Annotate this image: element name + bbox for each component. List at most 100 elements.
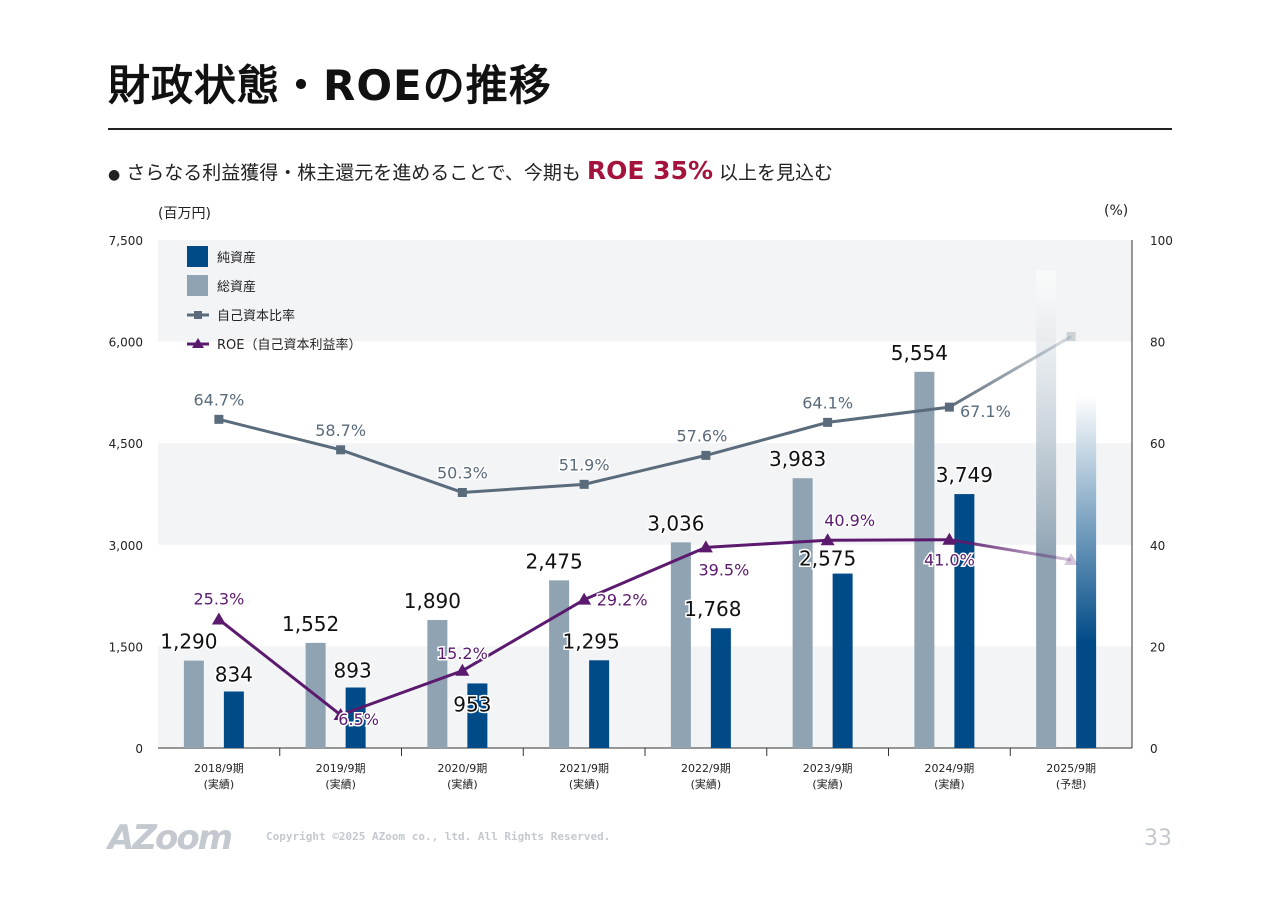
bar-total-assets	[914, 371, 935, 748]
total-assets-label: 1,890	[404, 589, 461, 613]
title-divider	[108, 128, 1172, 130]
bar-net-assets	[589, 660, 610, 748]
roe-point	[942, 532, 957, 545]
x-tick-label: 2023/9期	[803, 762, 853, 775]
right-axis-unit: (%)	[1104, 203, 1129, 219]
legend-label: 自己資本比率	[217, 308, 295, 324]
equity-ratio-point	[214, 414, 224, 424]
legend-marker	[192, 338, 204, 348]
subtitle-before: さらなる利益獲得・株主還元を進めることで、今期も	[126, 162, 581, 184]
bar-net-assets	[345, 687, 366, 748]
equity-ratio-label: 57.6%	[676, 426, 727, 445]
roe-point	[1064, 553, 1079, 566]
x-tick-sublabel: (実績)	[934, 777, 965, 791]
x-tick-label: 2024/9期	[925, 762, 975, 775]
roe-point	[455, 663, 470, 676]
x-tick-label: 2018/9期	[194, 762, 244, 775]
bar-total-assets	[549, 580, 570, 748]
roe-label: 15.2%	[437, 644, 488, 663]
legend-label: 純資産	[217, 250, 256, 266]
x-tick-sublabel: (予想)	[1056, 777, 1087, 791]
right-tick-label: 60	[1150, 437, 1165, 451]
bar-net-assets	[223, 691, 244, 748]
legend-swatch	[187, 246, 208, 267]
equity-ratio-point	[336, 445, 346, 455]
roe-label: 40.9%	[824, 511, 875, 530]
right-tick-label: 40	[1150, 539, 1165, 553]
grid-band	[158, 646, 1132, 748]
equity-ratio-label: 51.9%	[559, 455, 610, 474]
grid-band	[158, 443, 1132, 545]
equity-ratio-point	[579, 479, 589, 489]
roe-label: 6.5%	[338, 710, 379, 729]
x-tick-label: 2025/9期	[1046, 762, 1096, 775]
azoom-logo: AZoom	[108, 818, 233, 858]
roe-label: 41.0%	[924, 551, 975, 570]
right-tick-label: 100	[1150, 234, 1173, 248]
net-assets-label: 893	[334, 659, 372, 683]
bar-net-assets	[467, 683, 488, 748]
subtitle-after: 以上を見込む	[719, 162, 834, 184]
right-tick-label: 80	[1150, 336, 1165, 350]
x-tick-sublabel: (実績)	[569, 777, 600, 791]
bar-net-assets	[1076, 395, 1097, 748]
equity-ratio-label: 64.7%	[193, 390, 244, 409]
left-tick-label: 4,500	[109, 437, 143, 451]
bar-total-assets	[427, 619, 448, 748]
left-tick-label: 1,500	[109, 640, 143, 654]
roe-point	[698, 540, 713, 553]
x-tick-sublabel: (実績)	[447, 777, 478, 791]
roe-label: 25.3%	[193, 589, 244, 608]
equity-ratio-point	[457, 487, 467, 497]
x-tick-sublabel: (実績)	[325, 777, 356, 791]
total-assets-label: 5,554	[891, 341, 948, 365]
x-tick-label: 2020/9期	[438, 762, 488, 775]
x-tick-sublabel: (実績)	[691, 777, 722, 791]
x-tick-label: 2019/9期	[316, 762, 366, 775]
net-assets-label: 1,295	[562, 629, 619, 653]
net-assets-label: 834	[215, 663, 253, 687]
x-tick-label: 2021/9期	[559, 762, 609, 775]
left-tick-label: 3,000	[109, 539, 143, 553]
equity-ratio-label: 58.7%	[315, 421, 366, 440]
net-assets-label: 953	[453, 692, 491, 716]
right-tick-label: 20	[1150, 640, 1165, 654]
bar-total-assets	[1036, 270, 1057, 748]
equity-ratio-label: 64.1%	[802, 393, 853, 412]
grid-band	[158, 240, 1132, 342]
total-assets-label: 2,475	[525, 549, 582, 573]
subtitle-highlight: ROE 35%	[586, 156, 714, 185]
equity-ratio-forecast-line	[948, 335, 1072, 409]
equity-ratio-label: 50.3%	[437, 463, 488, 482]
roe-point	[820, 533, 835, 546]
legend-marker	[194, 311, 202, 319]
roe-point	[333, 707, 348, 720]
total-assets-label: 1,290	[160, 630, 217, 654]
bar-net-assets	[832, 573, 853, 748]
equity-ratio-point	[701, 450, 711, 460]
roe-point	[211, 612, 226, 625]
equity-ratio-point	[944, 402, 954, 412]
page-number: 33	[1144, 826, 1172, 851]
bar-total-assets	[792, 478, 813, 748]
x-tick-sublabel: (実績)	[204, 777, 235, 791]
roe-point	[577, 592, 592, 605]
legend-swatch	[187, 275, 208, 296]
left-tick-label: 6,000	[109, 336, 143, 350]
bullet: ●	[108, 167, 121, 183]
roe-label: 39.5%	[698, 560, 749, 579]
x-tick-label: 2022/9期	[681, 762, 731, 775]
bar-net-assets	[954, 494, 975, 748]
legend-label: 総資産	[217, 279, 256, 295]
page-title: 財政状態・ROEの推移	[108, 61, 552, 110]
roe-label: 29.2%	[597, 591, 648, 610]
equity-ratio-point	[1066, 332, 1076, 342]
left-tick-label: 7,500	[109, 234, 143, 248]
total-assets-label: 3,983	[769, 447, 826, 471]
total-assets-label: 3,036	[647, 511, 704, 535]
net-assets-label: 3,749	[936, 463, 993, 487]
equity-ratio-label: 67.1%	[960, 402, 1011, 421]
copyright: Copyright ©2025 AZoom co., ltd. All Righ…	[266, 830, 611, 843]
